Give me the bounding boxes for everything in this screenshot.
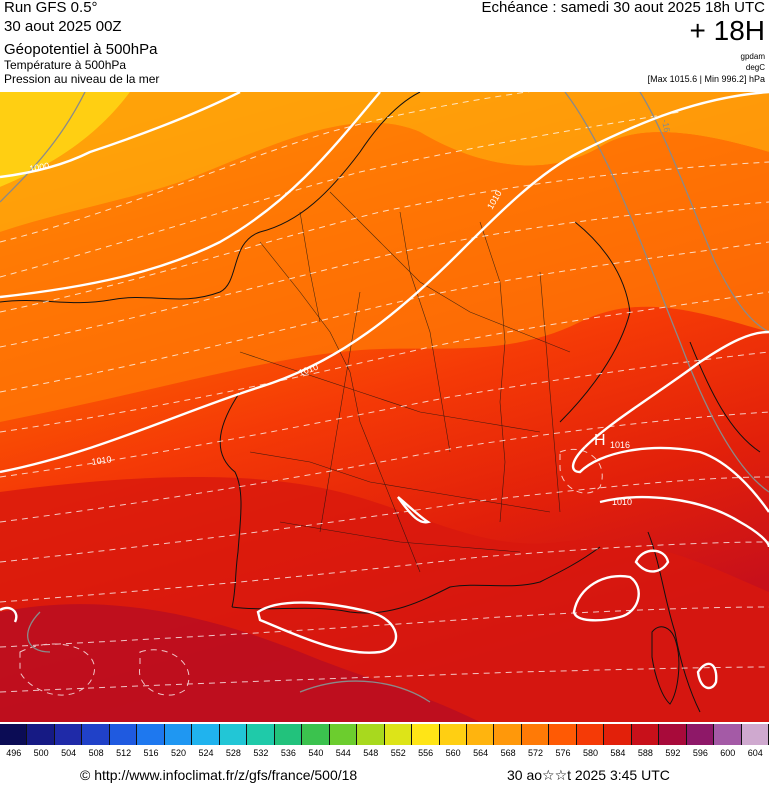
scale-label: 604 [747, 748, 763, 758]
lead-time: + 18H [689, 15, 766, 46]
scale-cell [329, 724, 358, 745]
isotherm-label: -16 [660, 119, 672, 134]
scale-cell [164, 724, 193, 745]
scale-label: 592 [665, 748, 681, 758]
scale-label: 520 [171, 748, 187, 758]
isobar-label-1016: 1016 [610, 440, 630, 450]
scale-label: 572 [528, 748, 544, 758]
scale-cell [82, 724, 110, 745]
isobar-label-1010-west: 1010 [91, 454, 112, 467]
scale-cell [27, 724, 55, 745]
scale-cell [576, 724, 605, 745]
high-pressure-marker: H [594, 432, 606, 449]
scale-label: 512 [116, 748, 132, 758]
scale-cell [494, 724, 522, 745]
scale-label: 596 [692, 748, 708, 758]
generation-time: 30 ao☆☆t 2025 3:45 UTC [507, 767, 670, 783]
scale-cell [219, 724, 248, 745]
scale-cell [0, 724, 28, 745]
band-orange [0, 122, 769, 423]
isobar-label-1000: 1000 [29, 161, 50, 174]
scale-cell [659, 724, 687, 745]
scale-cell [439, 724, 467, 745]
band-dark-red [0, 604, 480, 722]
scale-cell [686, 724, 715, 745]
scale-cell [109, 724, 138, 745]
scale-label: 564 [473, 748, 489, 758]
scale-label: 588 [637, 748, 653, 758]
scale-cell [357, 724, 385, 745]
field-pressure: Pression au niveau de la mer [4, 72, 160, 86]
isobar-label-1010-east: 1010 [612, 497, 632, 507]
run-date: 30 aout 2025 00Z [4, 18, 122, 35]
valid-time: Echéance : samedi 30 aout 2025 18h UTC [481, 0, 765, 16]
colour-scale-cells [0, 724, 769, 745]
grey-isotherms [0, 92, 769, 703]
scale-label: 508 [88, 748, 104, 758]
header: Run GFS 0.5° 30 aout 2025 00Z Géopotenti… [0, 0, 769, 92]
band-yellow [0, 92, 130, 187]
scale-cell [274, 724, 303, 745]
scale-label: 584 [610, 748, 626, 758]
scale-label: 500 [33, 748, 49, 758]
scale-cell [604, 724, 632, 745]
scale-label: 532 [253, 748, 269, 758]
scale-label: 516 [143, 748, 159, 758]
model-title: Run GFS 0.5° [4, 0, 98, 16]
scale-label: 600 [720, 748, 736, 758]
scale-label: 552 [390, 748, 406, 758]
scale-label: 580 [582, 748, 598, 758]
unit-gpdam: gpdam [740, 52, 765, 61]
field-temperature: Température à 500hPa [4, 58, 127, 72]
scale-cell [54, 724, 83, 745]
scale-label: 528 [225, 748, 241, 758]
corsica [651, 626, 680, 705]
scale-label: 544 [335, 748, 351, 758]
internal-borders [239, 191, 571, 573]
unit-degc: degC [745, 63, 765, 72]
scale-label: 504 [61, 748, 77, 758]
scale-cell [412, 724, 440, 745]
scale-label: 568 [500, 748, 516, 758]
pressure-range: [Max 1015.6 | Min 996.2] hPa [647, 74, 765, 84]
weather-map: 1000 1010 1010 1010 1016 1010 -16 H [0, 92, 769, 722]
scale-cell [714, 724, 742, 745]
colour-scale [0, 724, 769, 745]
scale-cell [466, 724, 495, 745]
scale-cell [741, 724, 769, 745]
scale-label: 576 [555, 748, 571, 758]
scale-label: 540 [308, 748, 324, 758]
scale-label: 548 [363, 748, 379, 758]
scale-label: 556 [418, 748, 434, 758]
scale-cell [137, 724, 165, 745]
scale-cell [302, 724, 330, 745]
scale-label: 524 [198, 748, 214, 758]
scale-label: 496 [6, 748, 22, 758]
scale-cell [384, 724, 413, 745]
scale-label: 536 [280, 748, 296, 758]
colour-scale-labels: 496 500 504 508 512 516 520 524 528 532 536 540 544 5… [0, 748, 769, 762]
scale-cell [247, 724, 275, 745]
scale-cell [549, 724, 577, 745]
scale-cell [192, 724, 220, 745]
band-orange-light [0, 92, 769, 232]
source-credit: © http://www.infoclimat.fr/z/gfs/france/… [80, 767, 358, 783]
scale-label: 560 [445, 748, 461, 758]
scale-cell [521, 724, 550, 745]
field-geopotential: Géopotentiel à 500hPa [4, 41, 158, 58]
isotherms [0, 92, 769, 696]
scale-cell [631, 724, 660, 745]
isobars [0, 92, 769, 690]
